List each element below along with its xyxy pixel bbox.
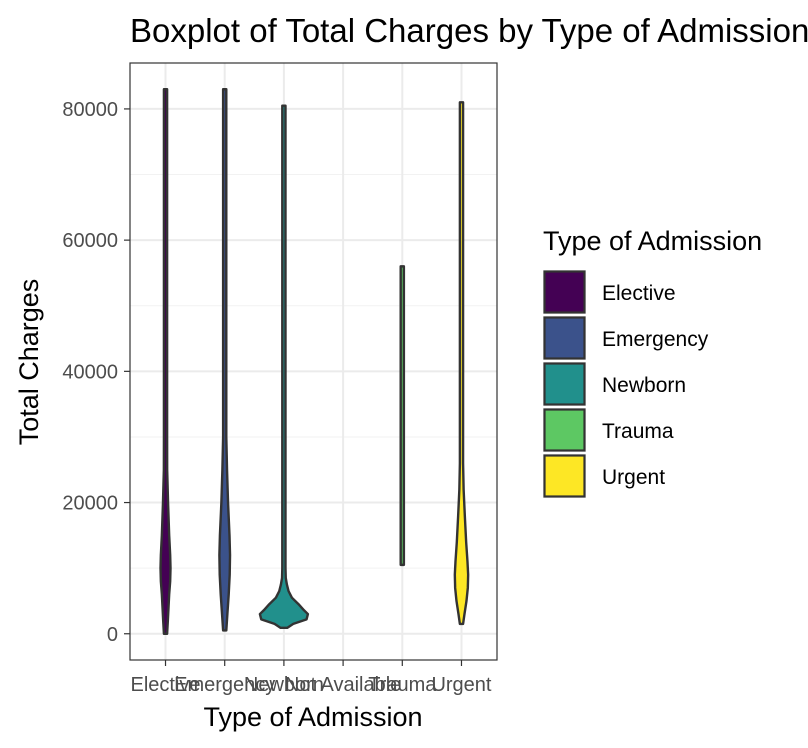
- legend-label-emergency: Emergency: [602, 328, 709, 351]
- violin-newborn: [258, 104, 310, 630]
- violin-elective: [159, 88, 172, 635]
- legend-label-trauma: Trauma: [602, 420, 674, 443]
- legend-swatch-emergency: [543, 316, 586, 360]
- legend-swatch-urgent: [543, 454, 586, 498]
- violin-emergency: [218, 88, 232, 632]
- panel-border: [129, 62, 498, 661]
- legend-swatch-newborn: [543, 362, 586, 406]
- x-tick-label: Emergency: [174, 674, 275, 696]
- legend-label-newborn: Newborn: [602, 374, 686, 397]
- y-tick-label: 60000: [62, 230, 118, 252]
- y-axis: 0 20000 40000 60000 80000: [62, 99, 130, 646]
- y-tick-label: 40000: [62, 361, 118, 383]
- legend-label-urgent: Urgent: [602, 466, 665, 489]
- legend-title: Type of Admission: [543, 226, 762, 256]
- y-tick-label: 20000: [62, 493, 118, 515]
- plot-panel: [129, 62, 498, 661]
- legend: Type of Admission Elective Emergency Newbo…: [543, 226, 762, 498]
- chart-title: Boxplot of Total Charges by Type of Admi…: [130, 12, 808, 49]
- x-tick-label: Not Available: [285, 674, 401, 696]
- y-axis-title: Total Charges: [14, 279, 44, 446]
- x-tick-label: Trauma: [368, 674, 437, 696]
- violin-trauma: [399, 265, 406, 567]
- y-tick-label: 0: [107, 624, 118, 646]
- violin-layer: [159, 88, 470, 635]
- panel-background: [130, 63, 497, 660]
- legend-swatch-trauma: [543, 408, 586, 452]
- legend-label-elective: Elective: [602, 282, 676, 305]
- y-tick-label: 80000: [62, 99, 118, 121]
- x-tick-label: Urgent: [431, 674, 491, 696]
- minor-gridlines: [130, 174, 497, 569]
- violin-urgent: [453, 101, 470, 626]
- legend-swatch-elective: [543, 270, 586, 314]
- x-axis-title: Type of Admission: [203, 702, 422, 732]
- x-tick-label: Elective: [131, 674, 201, 696]
- x-tick-label: Newborn: [244, 674, 324, 696]
